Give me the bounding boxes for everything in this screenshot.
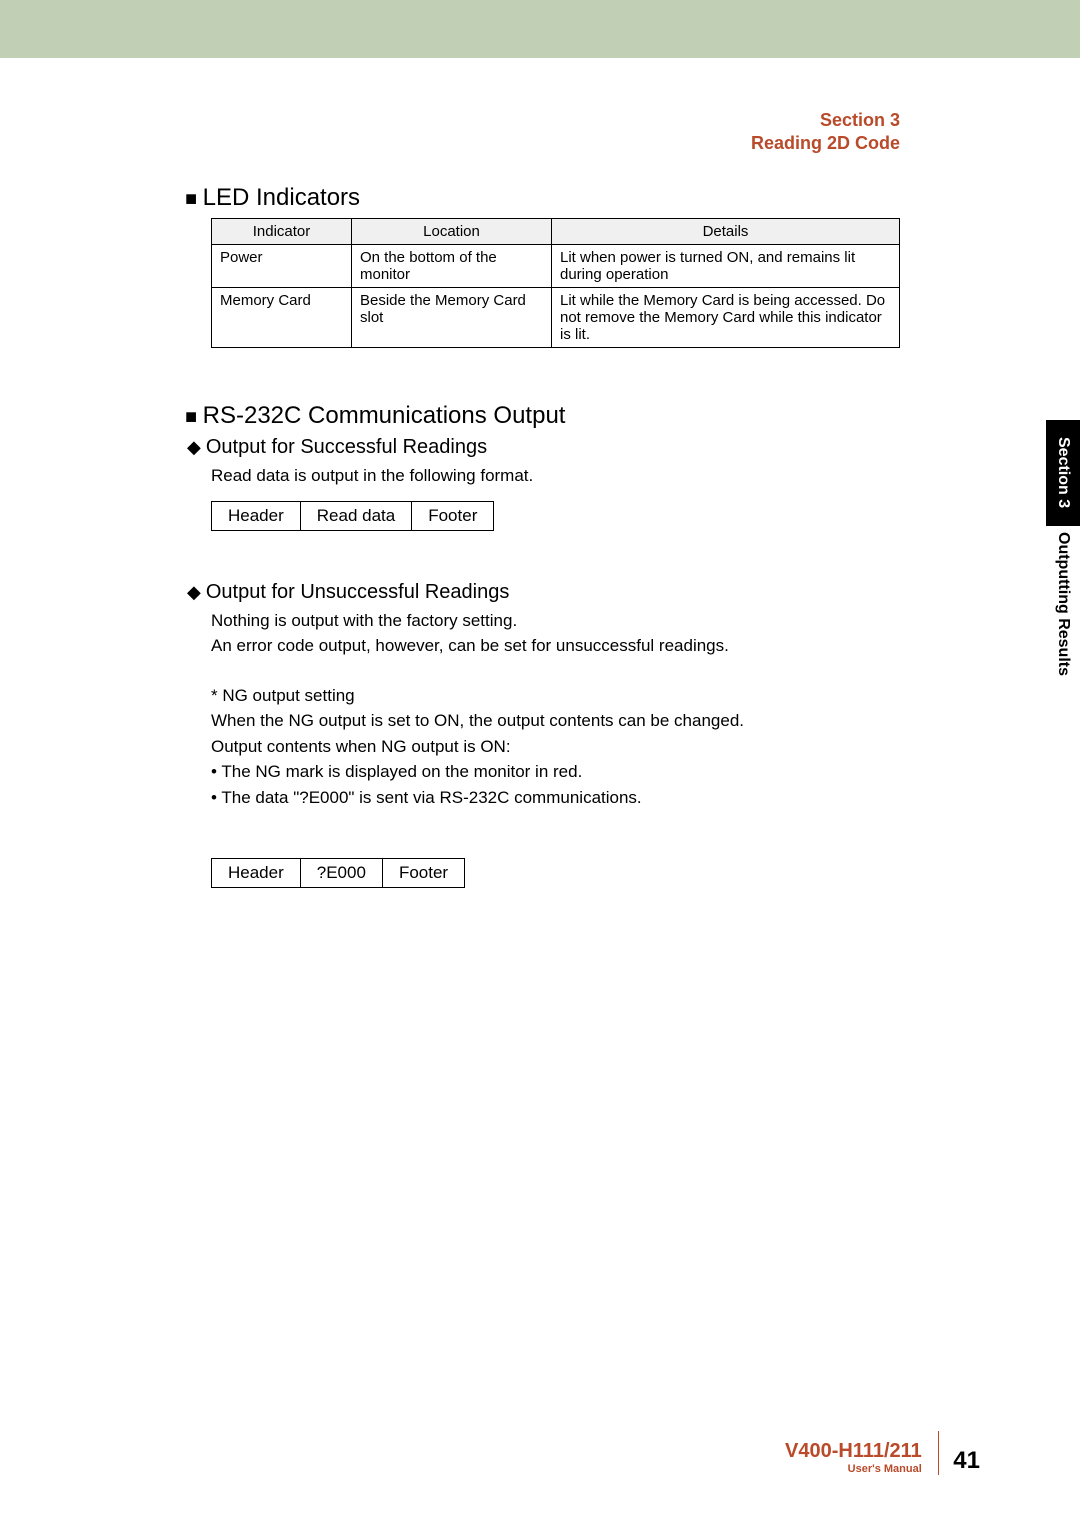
unsuccessful-line1: Nothing is output with the factory setti… [185,608,900,634]
footer-sub: User's Manual [785,1463,922,1475]
table-cell: Header [212,501,301,530]
column-header: Indicator [212,219,352,245]
successful-format-table: Header Read data Footer [211,501,494,531]
table-cell: On the bottom of the monitor [352,245,552,288]
footer-product: V400-H111/211 [785,1440,922,1463]
footer-product-block: V400-H111/211 User's Manual [785,1440,938,1475]
side-tab-title: Outputting Results [1046,526,1080,676]
section-label: Section 3 [0,110,900,131]
page-header: Section 3 Reading 2D Code [0,110,1080,154]
table-row: Memory Card Beside the Memory Card slot … [212,288,900,348]
unsuccessful-heading: Output for Unsuccessful Readings [185,581,900,604]
column-header: Location [352,219,552,245]
unsuccessful-line2: An error code output, however, can be se… [185,633,900,659]
side-tab-title-label: Outputting Results [1054,532,1072,676]
side-tab-section-label: Section 3 [1054,437,1072,508]
table-cell: Footer [412,501,494,530]
led-indicators-table: Indicator Location Details Power On the … [211,218,900,348]
table-cell: Header [212,858,301,887]
table-cell: Lit while the Memory Card is being acces… [552,288,900,348]
table-cell: ?E000 [300,858,382,887]
footer-divider [938,1431,940,1475]
table-row: Power On the bottom of the monitor Lit w… [212,245,900,288]
column-header: Details [552,219,900,245]
side-tab-section: Section 3 [1046,420,1080,526]
content-area: LED Indicators Indicator Location Detail… [0,154,1080,888]
table-row: Header Read data Footer [212,501,494,530]
side-tab: Section 3 Outputting Results [1046,420,1080,740]
page-number: 41 [953,1447,980,1475]
table-cell: Beside the Memory Card slot [352,288,552,348]
successful-text: Read data is output in the following for… [185,463,900,489]
page-footer: V400-H111/211 User's Manual 41 [785,1431,980,1475]
top-bar [0,0,1080,58]
section-title: Reading 2D Code [0,133,900,154]
ng-heading: * NG output setting [185,683,900,709]
successful-heading: Output for Successful Readings [185,436,900,459]
table-row: Header ?E000 Footer [212,858,465,887]
table-cell: Power [212,245,352,288]
table-header-row: Indicator Location Details [212,219,900,245]
table-cell: Footer [382,858,464,887]
table-cell: Memory Card [212,288,352,348]
ng-bullet1: The NG mark is displayed on the monitor … [185,759,900,785]
ng-line1: When the NG output is set to ON, the out… [185,708,900,734]
unsuccessful-format-table: Header ?E000 Footer [211,858,465,888]
led-indicators-heading: LED Indicators [185,184,900,212]
table-cell: Lit when power is turned ON, and remains… [552,245,900,288]
rs232c-heading: RS-232C Communications Output [185,402,900,430]
table-cell: Read data [300,501,411,530]
ng-bullet2: The data "?E000" is sent via RS-232C com… [185,785,900,811]
ng-line2: Output contents when NG output is ON: [185,734,900,760]
